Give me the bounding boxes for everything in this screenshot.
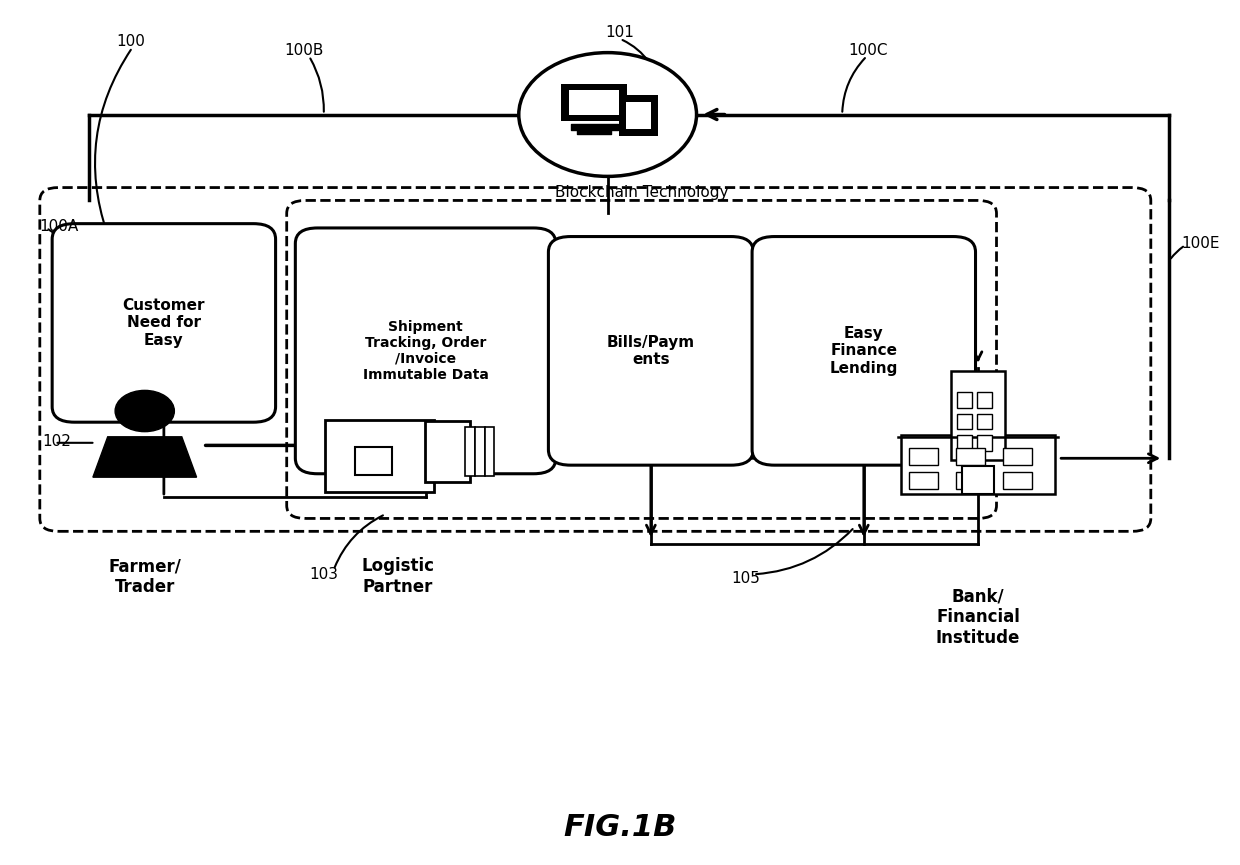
FancyBboxPatch shape [957,392,972,407]
FancyBboxPatch shape [753,236,976,465]
FancyBboxPatch shape [465,427,475,477]
FancyBboxPatch shape [1003,472,1033,490]
Circle shape [518,53,697,176]
Text: Easy
Finance
Lending: Easy Finance Lending [830,326,898,375]
FancyBboxPatch shape [619,95,658,136]
FancyBboxPatch shape [626,101,651,129]
Text: 100B: 100B [284,42,324,58]
FancyBboxPatch shape [325,420,434,492]
Text: 100A: 100A [40,219,79,234]
FancyBboxPatch shape [909,472,939,490]
FancyBboxPatch shape [355,447,392,475]
FancyBboxPatch shape [485,427,495,477]
FancyBboxPatch shape [295,228,556,474]
FancyBboxPatch shape [977,392,992,407]
Text: 100C: 100C [848,42,888,58]
Text: Bills/Paym
ents: Bills/Paym ents [606,335,694,367]
FancyBboxPatch shape [957,413,972,429]
Text: Customer
Need for
Easy: Customer Need for Easy [123,298,205,348]
Text: Logistic
Partner: Logistic Partner [361,557,434,596]
FancyBboxPatch shape [977,413,992,429]
FancyBboxPatch shape [951,370,1006,460]
Text: 100E: 100E [1182,236,1220,251]
FancyBboxPatch shape [956,472,986,490]
Text: FIG.1B: FIG.1B [563,813,677,843]
FancyBboxPatch shape [548,236,754,465]
Polygon shape [93,437,197,477]
FancyBboxPatch shape [475,427,485,477]
FancyBboxPatch shape [956,448,986,465]
FancyBboxPatch shape [560,84,627,121]
Text: 105: 105 [732,571,760,586]
FancyBboxPatch shape [1003,448,1033,465]
FancyBboxPatch shape [425,421,470,483]
FancyBboxPatch shape [957,435,972,451]
Circle shape [115,390,175,432]
Text: 100: 100 [117,34,145,49]
FancyBboxPatch shape [962,466,994,494]
Text: 101: 101 [605,25,634,41]
FancyBboxPatch shape [569,90,619,115]
FancyBboxPatch shape [977,435,992,451]
Text: Blockchain Technology: Blockchain Technology [556,185,729,201]
Text: 103: 103 [309,567,339,582]
FancyBboxPatch shape [52,224,275,422]
Text: Farmer/
Trader: Farmer/ Trader [108,557,181,596]
Text: Bank/
Financial
Institude: Bank/ Financial Institude [936,587,1021,647]
Text: 102: 102 [42,433,71,449]
FancyBboxPatch shape [901,435,1054,495]
Text: Shipment
Tracking, Order
/Invoice
Immutable Data: Shipment Tracking, Order /Invoice Immuta… [362,319,489,382]
FancyBboxPatch shape [909,448,939,465]
